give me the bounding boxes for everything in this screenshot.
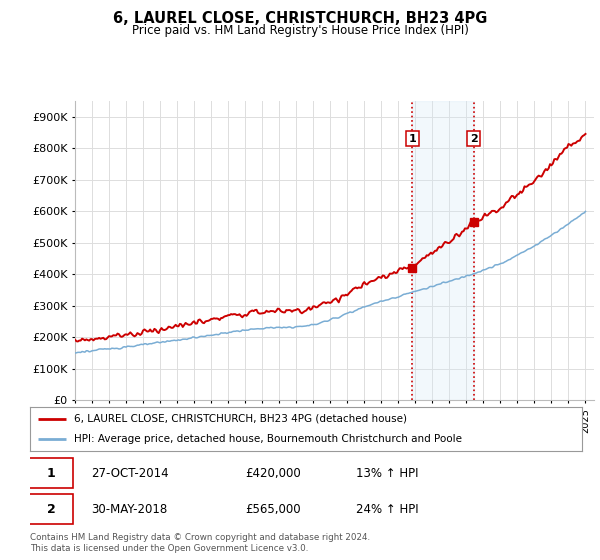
Text: £565,000: £565,000 bbox=[245, 503, 301, 516]
Text: 2: 2 bbox=[470, 134, 478, 144]
Text: 24% ↑ HPI: 24% ↑ HPI bbox=[356, 503, 418, 516]
Text: 27-OCT-2014: 27-OCT-2014 bbox=[91, 467, 169, 480]
FancyBboxPatch shape bbox=[29, 494, 73, 524]
Text: 30-MAY-2018: 30-MAY-2018 bbox=[91, 503, 167, 516]
Text: 2: 2 bbox=[47, 503, 55, 516]
Text: 1: 1 bbox=[47, 467, 55, 480]
Text: Contains HM Land Registry data © Crown copyright and database right 2024.
This d: Contains HM Land Registry data © Crown c… bbox=[30, 533, 370, 553]
Text: HPI: Average price, detached house, Bournemouth Christchurch and Poole: HPI: Average price, detached house, Bour… bbox=[74, 434, 462, 444]
Text: 13% ↑ HPI: 13% ↑ HPI bbox=[356, 467, 418, 480]
Text: 6, LAUREL CLOSE, CHRISTCHURCH, BH23 4PG: 6, LAUREL CLOSE, CHRISTCHURCH, BH23 4PG bbox=[113, 11, 487, 26]
Bar bbox=[412, 101, 473, 400]
FancyBboxPatch shape bbox=[29, 458, 73, 488]
Text: 1: 1 bbox=[409, 134, 416, 144]
Text: £420,000: £420,000 bbox=[245, 467, 301, 480]
Text: 6, LAUREL CLOSE, CHRISTCHURCH, BH23 4PG (detached house): 6, LAUREL CLOSE, CHRISTCHURCH, BH23 4PG … bbox=[74, 414, 407, 424]
Text: Price paid vs. HM Land Registry's House Price Index (HPI): Price paid vs. HM Land Registry's House … bbox=[131, 24, 469, 36]
